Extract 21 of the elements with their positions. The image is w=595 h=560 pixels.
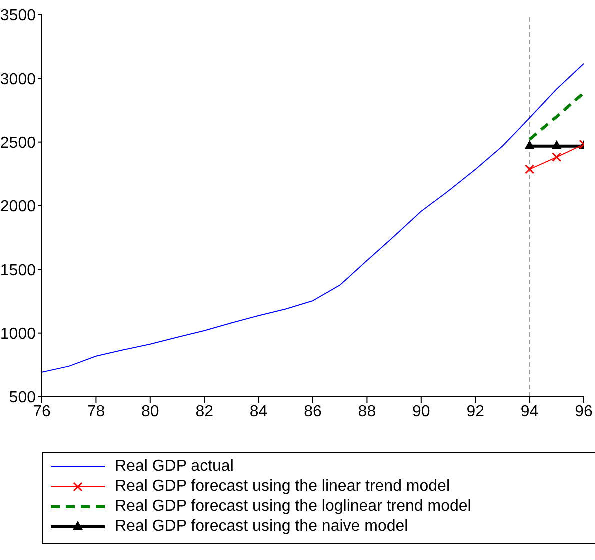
x-tick-label: 78: [87, 403, 106, 420]
legend-label: Real GDP forecast using the linear trend model: [115, 478, 450, 496]
legend-label: Real GDP forecast using the naive model: [115, 518, 408, 536]
x-tick-label: 86: [304, 403, 322, 420]
y-tick-label: 2000: [0, 198, 36, 216]
line-series: [42, 63, 584, 373]
legend-label: Real GDP actual: [115, 458, 234, 476]
x-tick-label: 80: [142, 403, 160, 420]
y-tick-label: 2500: [0, 135, 36, 152]
x-tick-label: 96: [575, 403, 593, 420]
y-tick-label: 3500: [0, 8, 36, 25]
x-tick-label: 92: [466, 403, 485, 420]
legend-label: Real GDP forecast using the loglinear trend model: [115, 498, 472, 516]
x-tick-label: 94: [520, 403, 539, 420]
y-tick-label: 1000: [0, 326, 36, 344]
x-tick-label: 90: [412, 403, 430, 420]
y-tick-label: 1500: [0, 262, 36, 280]
x-tick-label: 82: [196, 403, 214, 420]
x-tick-label: 84: [250, 403, 268, 420]
y-tick-label: 3000: [0, 71, 36, 88]
x-tick-label: 88: [358, 403, 376, 420]
